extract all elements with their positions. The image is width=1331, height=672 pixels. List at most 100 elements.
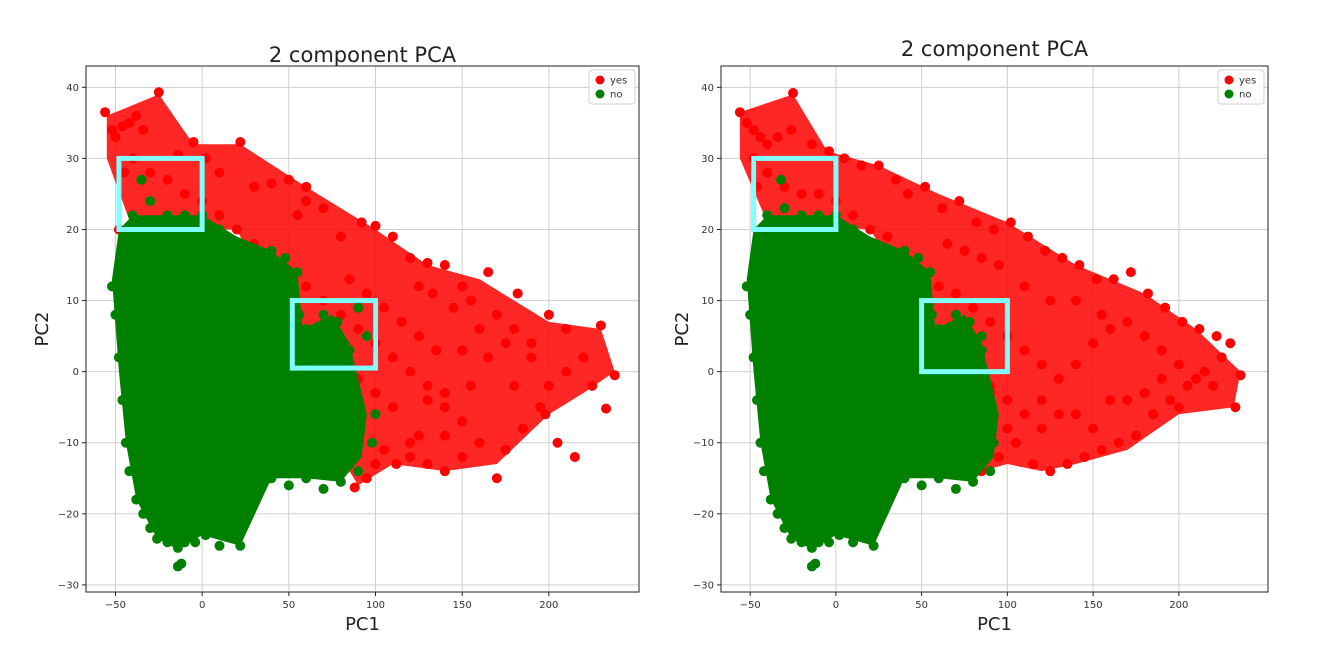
y-tick-label: 30 — [66, 154, 79, 165]
point-no — [242, 309, 253, 320]
highlight-box-1 — [751, 155, 839, 232]
point-yes — [131, 110, 142, 121]
series-no — [741, 174, 999, 572]
point-no — [769, 338, 780, 349]
point-no — [301, 324, 312, 334]
point-no — [950, 437, 961, 448]
point-no — [249, 395, 260, 406]
point-yes — [1096, 309, 1107, 320]
point-no — [899, 245, 910, 256]
point-yes — [344, 274, 355, 285]
legend-marker-yes — [595, 75, 605, 85]
point-no — [318, 437, 329, 448]
point-yes — [387, 231, 398, 242]
point-no — [179, 281, 190, 292]
point-no — [162, 210, 173, 221]
point-yes — [1019, 281, 1030, 292]
point-no — [957, 352, 968, 363]
point-yes — [1074, 260, 1085, 271]
point-yes — [457, 416, 468, 427]
point-yes — [1216, 352, 1227, 363]
point-yes — [1070, 359, 1081, 370]
point-yes — [902, 188, 913, 199]
point-yes — [457, 451, 468, 462]
point-no — [882, 466, 893, 477]
point-yes — [1160, 302, 1171, 313]
legend: yes no — [1217, 69, 1265, 105]
point-no — [796, 480, 807, 491]
legend: yes no — [588, 69, 636, 105]
point-no — [197, 295, 208, 306]
point-yes — [439, 466, 450, 477]
point-no — [841, 267, 852, 278]
point-yes — [786, 124, 797, 135]
point-yes — [491, 473, 502, 484]
point-no — [342, 395, 353, 406]
point-yes — [741, 117, 752, 128]
point-yes — [950, 288, 961, 299]
point-yes — [249, 181, 260, 192]
point-no — [235, 540, 246, 551]
point-no — [204, 466, 215, 477]
point-no — [283, 451, 294, 462]
point-no — [779, 523, 790, 534]
point-no — [353, 466, 364, 477]
point-no — [872, 423, 883, 434]
point-no — [145, 309, 156, 320]
point-yes — [1113, 437, 1124, 448]
point-yes — [865, 224, 876, 235]
point-yes — [1139, 331, 1150, 342]
point-yes — [422, 380, 433, 391]
point-yes — [543, 380, 554, 391]
point-no — [107, 281, 118, 292]
point-yes — [561, 324, 572, 334]
point-no — [776, 174, 787, 185]
point-no — [113, 352, 124, 363]
point-no — [240, 295, 251, 306]
point-yes — [595, 320, 606, 331]
point-yes — [214, 167, 225, 178]
point-yes — [1194, 324, 1205, 334]
point-yes — [266, 178, 277, 189]
point-yes — [526, 338, 537, 349]
x-tick-label: 50 — [915, 600, 928, 611]
point-no — [755, 437, 766, 448]
point-yes — [214, 210, 225, 221]
point-yes — [474, 324, 485, 334]
point-yes — [301, 181, 312, 192]
y-tick-label: −20 — [58, 509, 79, 520]
point-no — [152, 281, 163, 292]
point-yes — [942, 238, 953, 249]
point-yes — [569, 451, 580, 462]
point-no — [779, 252, 790, 263]
point-yes — [1156, 345, 1167, 356]
point-no — [370, 409, 381, 420]
point-yes — [349, 482, 360, 493]
point-yes — [976, 252, 987, 263]
point-yes — [231, 224, 242, 235]
point-yes — [788, 88, 799, 99]
point-no — [162, 537, 173, 548]
point-no — [179, 537, 190, 548]
point-yes — [543, 309, 554, 320]
x-tick-label: 150 — [453, 600, 472, 611]
point-no — [762, 380, 773, 391]
point-no — [344, 345, 355, 356]
point-yes — [1091, 274, 1102, 285]
point-no — [127, 380, 138, 391]
point-yes — [1005, 217, 1016, 228]
point-yes — [283, 174, 294, 185]
point-no — [848, 224, 859, 235]
point-yes — [890, 174, 901, 185]
point-yes — [1130, 430, 1141, 441]
point-yes — [839, 153, 850, 164]
point-no — [266, 245, 277, 256]
point-no — [882, 487, 893, 498]
point-no — [294, 309, 305, 320]
point-no — [830, 395, 841, 406]
point-yes — [1019, 409, 1030, 420]
chart-panel-1: −50 0 50 100 150 200 −30 −20 −10 0 10 20 30 40 2 compo… — [32, 43, 640, 635]
point-yes — [1002, 423, 1013, 434]
point-yes — [552, 437, 563, 448]
x-tick-label: 200 — [539, 600, 558, 611]
